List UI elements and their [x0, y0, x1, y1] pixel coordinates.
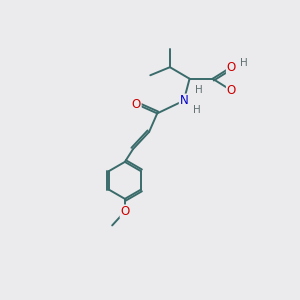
Text: O: O: [226, 61, 236, 74]
Text: H: H: [195, 85, 203, 95]
Text: N: N: [179, 94, 188, 107]
Text: O: O: [120, 205, 130, 218]
Text: H: H: [240, 58, 248, 68]
Text: O: O: [132, 98, 141, 111]
Text: H: H: [193, 105, 200, 115]
Text: O: O: [226, 84, 236, 97]
